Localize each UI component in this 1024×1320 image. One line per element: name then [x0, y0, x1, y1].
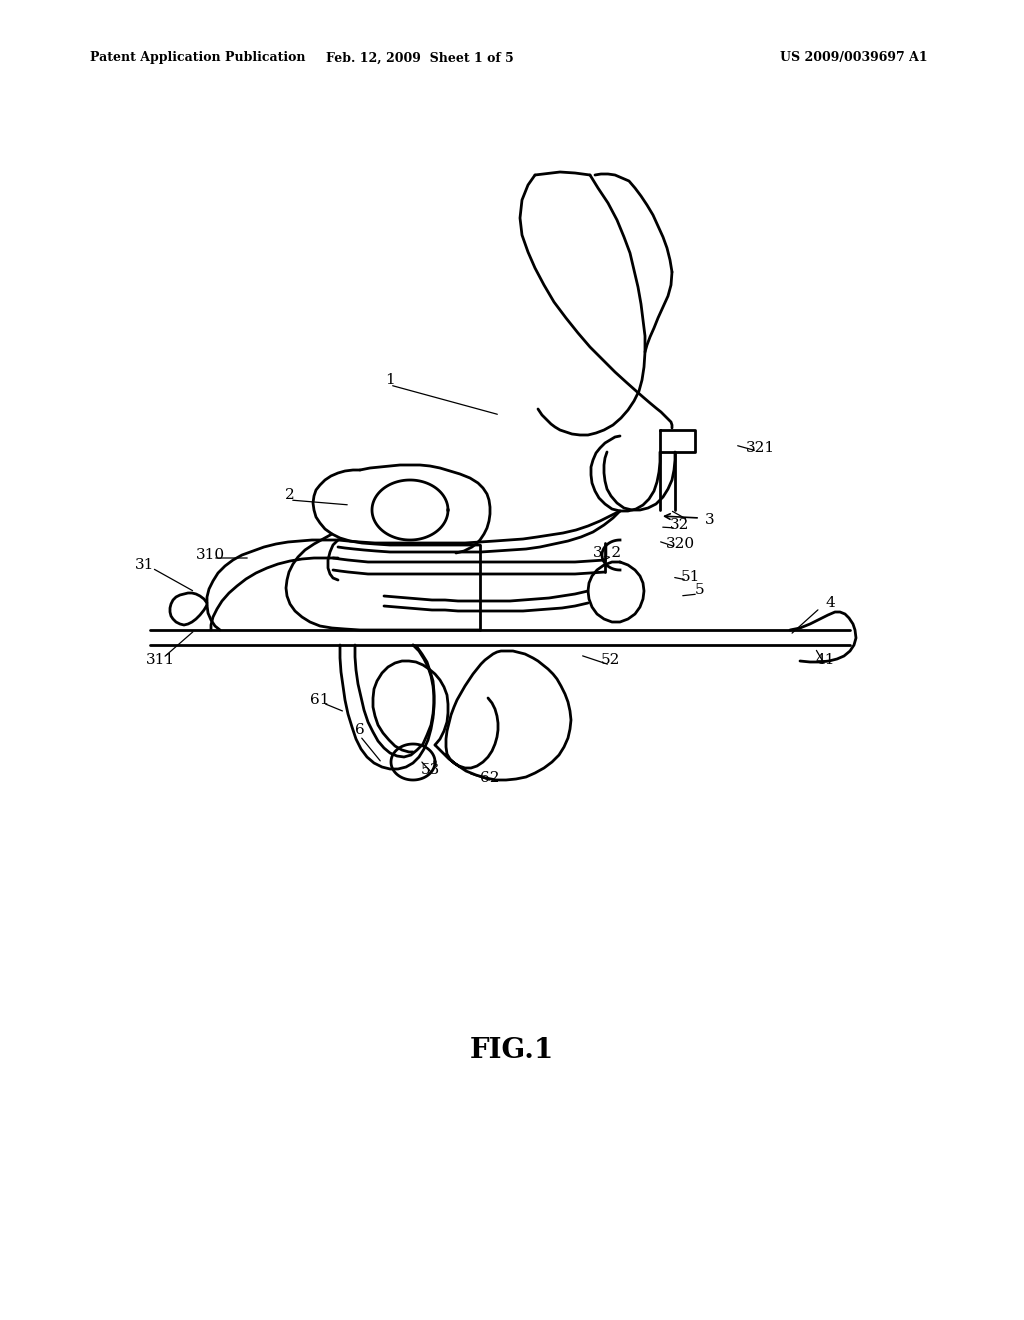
Text: 61: 61	[310, 693, 330, 708]
Text: US 2009/0039697 A1: US 2009/0039697 A1	[780, 51, 928, 65]
Text: 321: 321	[745, 441, 774, 455]
Text: 6: 6	[355, 723, 365, 737]
Text: 312: 312	[593, 546, 622, 560]
Text: 1: 1	[385, 374, 395, 387]
Text: Feb. 12, 2009  Sheet 1 of 5: Feb. 12, 2009 Sheet 1 of 5	[326, 51, 514, 65]
Text: Patent Application Publication: Patent Application Publication	[90, 51, 305, 65]
Text: 310: 310	[196, 548, 224, 562]
Text: 51: 51	[680, 570, 699, 583]
Text: 31: 31	[135, 558, 155, 572]
Text: 52: 52	[600, 653, 620, 667]
Text: 311: 311	[145, 653, 174, 667]
Text: 5: 5	[695, 583, 705, 597]
Text: 3: 3	[706, 513, 715, 527]
Text: 320: 320	[666, 537, 694, 550]
Text: FIG.1: FIG.1	[470, 1036, 554, 1064]
Text: 32: 32	[671, 517, 690, 532]
Text: 2: 2	[285, 488, 295, 502]
Text: 41: 41	[815, 653, 835, 667]
Text: 53: 53	[421, 763, 439, 777]
Text: 4: 4	[825, 597, 835, 610]
Text: 62: 62	[480, 771, 500, 785]
